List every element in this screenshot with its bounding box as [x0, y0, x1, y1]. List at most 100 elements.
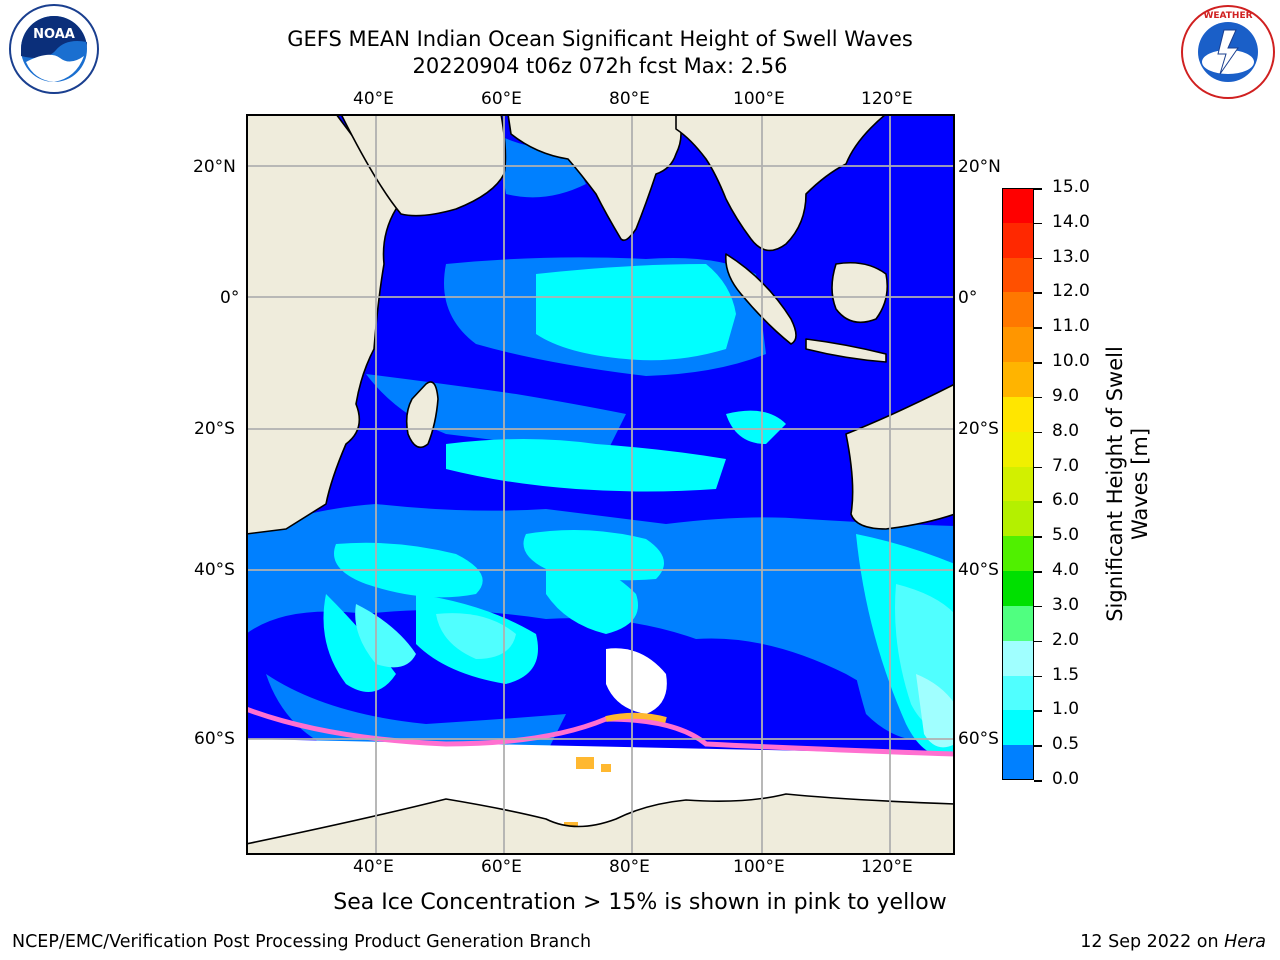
antarctica: [246, 793, 955, 855]
lat-label-right: 60°S: [958, 729, 999, 749]
colorbar-segment: [1002, 431, 1034, 468]
colorbar-tick: [1034, 327, 1042, 329]
colorbar-segment: [1002, 222, 1034, 259]
colorbar-segment: [1002, 188, 1034, 224]
colorbar-tick-label: 12.0: [1052, 281, 1090, 302]
colorbar-tick: [1034, 466, 1042, 469]
colorbar: [1002, 188, 1034, 781]
colorbar-tick-label: 4.0: [1052, 560, 1080, 581]
colorbar-tick-label: 13.0: [1052, 246, 1090, 267]
lon-label-top: 40°E: [353, 89, 394, 109]
sea-ice-region-east: [606, 648, 667, 714]
wave-band-2-0-3-0: [916, 674, 955, 748]
lon-label-bottom: 100°E: [733, 857, 785, 877]
lat-label-left: 40°S: [194, 560, 235, 580]
chart-title: GEFS MEAN Indian Ocean Significant Heigh…: [287, 27, 913, 51]
lon-label-top: 80°E: [609, 89, 650, 109]
ice-patch: [601, 764, 611, 772]
java: [805, 338, 887, 363]
colorbar-tick-label: 5.0: [1052, 525, 1080, 546]
colorbar-tick-label: 14.0: [1052, 211, 1090, 232]
colorbar-segment: [1002, 292, 1034, 328]
colorbar-tick: [1034, 780, 1042, 782]
colorbar-segment: [1002, 327, 1034, 363]
lat-label-right: 0°: [958, 288, 978, 308]
colorbar-tick-label: 3.0: [1052, 594, 1080, 615]
footer-branch: NCEP/EMC/Verification Post Processing Pr…: [12, 932, 592, 952]
sumatra: [724, 253, 797, 345]
colorbar-tick-label: 0.5: [1052, 734, 1080, 755]
lon-label-top: 60°E: [481, 89, 522, 109]
lat-label-right: 20°N: [958, 157, 1001, 177]
svg-text:WEATHER: WEATHER: [1203, 11, 1252, 21]
lon-label-bottom: 40°E: [353, 857, 394, 877]
colorbar-segment: [1002, 501, 1034, 537]
lat-label-left: 20°N: [193, 157, 236, 177]
colorbar-tick: [1034, 292, 1042, 294]
sea-ice-note: Sea Ice Concentration > 15% is shown in …: [333, 890, 947, 915]
sea-ice-edge: [246, 706, 955, 757]
colorbar-tick-label: 1.5: [1052, 664, 1080, 685]
colorbar-tick: [1034, 745, 1042, 747]
colorbar-tick: [1034, 640, 1042, 643]
colorbar-segment: [1002, 640, 1034, 677]
colorbar-title-line1: Significant Height of Swell: [1103, 346, 1127, 622]
lon-label-top: 120°E: [861, 89, 913, 109]
colorbar-segment: [1002, 745, 1034, 781]
colorbar-tick-label: 6.0: [1052, 490, 1080, 511]
lat-label-left: 60°S: [194, 729, 235, 749]
colorbar-tick-label: 1.0: [1052, 699, 1080, 720]
lat-lon-grid: [246, 114, 955, 855]
lat-label-left: 0°: [220, 288, 240, 308]
arabian-peninsula: [340, 114, 507, 217]
colorbar-segment: [1002, 466, 1034, 502]
colorbar-tick: [1034, 257, 1042, 260]
colorbar-tick-label: 0.0: [1052, 769, 1080, 789]
lon-label-top: 100°E: [733, 89, 785, 109]
colorbar-tick: [1034, 501, 1042, 503]
colorbar-tick: [1034, 222, 1042, 225]
colorbar-tick-label: 7.0: [1052, 455, 1080, 476]
india: [507, 114, 682, 242]
ice-patch: [576, 757, 594, 769]
colorbar-title: Significant Height of Swell Waves [m]: [1103, 346, 1153, 622]
colorbar-tick-label: 15.0: [1052, 177, 1090, 197]
colorbar-tick: [1034, 675, 1042, 678]
colorbar-tick-label: 9.0: [1052, 385, 1080, 406]
madagascar: [405, 381, 439, 449]
southeast-asia: [675, 114, 887, 252]
colorbar-segment: [1002, 571, 1034, 607]
lon-label-bottom: 60°E: [481, 857, 522, 877]
footer-machine: Hera: [1224, 932, 1266, 952]
colorbar-tick: [1034, 605, 1042, 608]
sea-ice-edge-yellow: [605, 712, 667, 723]
colorbar-tick-label: 2.0: [1052, 629, 1080, 650]
chart-subtitle: 20220904 t06z 072h fcst Max: 2.56: [412, 54, 788, 78]
noaa-logo-icon: NOAA: [4, 4, 104, 94]
wave-band-1-0-1-5: [323, 264, 955, 756]
colorbar-segment: [1002, 710, 1034, 746]
australia: [845, 383, 955, 530]
colorbar-segment: [1002, 605, 1034, 642]
svg-text:NOAA: NOAA: [33, 27, 75, 42]
lat-label-right: 20°S: [958, 419, 999, 439]
colorbar-tick: [1034, 188, 1042, 190]
swell-height-map: [246, 114, 955, 855]
lat-label-left: 20°S: [194, 419, 235, 439]
map-frame: [246, 114, 955, 855]
colorbar-tick-label: 8.0: [1052, 420, 1080, 441]
colorbar-frame: [1002, 188, 1034, 780]
colorbar-tick: [1034, 536, 1042, 538]
lon-label-bottom: 80°E: [609, 857, 650, 877]
national-weather-service-logo-icon: WEATHER: [1178, 4, 1278, 100]
colorbar-tick: [1034, 396, 1042, 399]
footer-date-text: 12 Sep 2022 on: [1080, 932, 1225, 952]
colorbar-tick: [1034, 571, 1042, 573]
colorbar-tick: [1034, 362, 1042, 364]
colorbar-tick-label: 11.0: [1052, 316, 1090, 337]
colorbar-tick: [1034, 710, 1042, 712]
colorbar-segment: [1002, 257, 1034, 293]
lon-label-bottom: 120°E: [861, 857, 913, 877]
footer-date: 12 Sep 2022 on Hera: [1080, 932, 1266, 952]
colorbar-segment: [1002, 396, 1034, 433]
